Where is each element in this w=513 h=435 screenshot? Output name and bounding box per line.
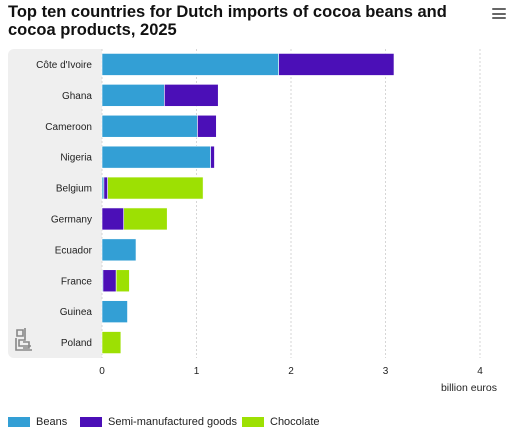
bar-chocolate[interactable] — [101, 331, 122, 354]
legend-label-beans: Beans — [36, 416, 68, 428]
category-label: Belgium — [56, 184, 92, 195]
bar-semi-manufactured-goods[interactable] — [164, 84, 219, 107]
x-tick-label: 1 — [194, 366, 200, 377]
legend-swatch-chocolate — [242, 417, 264, 427]
category-label: Cameroon — [45, 122, 92, 133]
x-tick-label: 4 — [477, 366, 483, 377]
bar-beans[interactable] — [101, 53, 280, 76]
bar-semi-manufactured-goods[interactable] — [101, 207, 125, 231]
bar-chocolate[interactable] — [107, 176, 204, 200]
category-label: Poland — [61, 338, 92, 349]
bar-semi-manufactured-goods[interactable] — [278, 53, 395, 76]
legend-label-chocolate: Chocolate — [270, 416, 320, 428]
x-tick-label: 0 — [99, 366, 105, 377]
legend-swatch-semi-manufactured-goods — [80, 417, 102, 427]
category-label: Ecuador — [55, 245, 93, 256]
bar-beans[interactable] — [101, 114, 198, 138]
cbs-logo-icon — [15, 328, 32, 351]
bar-semi-manufactured-goods[interactable] — [210, 145, 215, 169]
category-label: Guinea — [60, 307, 93, 318]
bar-beans[interactable] — [101, 238, 137, 262]
x-axis-label: billion euros — [441, 382, 497, 394]
x-tick-label: 2 — [288, 366, 294, 377]
category-band-edge — [94, 49, 102, 358]
category-label: Nigeria — [60, 153, 92, 164]
bar-chocolate[interactable] — [115, 269, 130, 293]
category-label: Ghana — [62, 91, 92, 102]
bar-semi-manufactured-goods[interactable] — [102, 269, 117, 293]
bar-beans[interactable] — [101, 84, 165, 107]
bar-chart: Côte d'Ivoire Ghana Cameroon Nigeria Belgium… — [8, 49, 497, 394]
bar-semi-manufactured-goods[interactable] — [197, 114, 217, 138]
bar-chocolate[interactable] — [123, 207, 168, 231]
legend-swatch-beans — [8, 417, 30, 427]
category-label: France — [61, 276, 93, 287]
category-band — [8, 49, 102, 358]
hamburger-menu-icon[interactable] — [492, 7, 506, 20]
legend-label-semi-manufactured-goods: Semi-manufactured goods — [108, 416, 238, 428]
bar-beans[interactable] — [101, 300, 128, 323]
bar-beans[interactable] — [101, 145, 211, 169]
category-label: Germany — [51, 214, 92, 225]
bar-semi-manufactured-goods[interactable] — [103, 176, 108, 200]
x-tick-label: 3 — [383, 366, 389, 377]
chart-title: Top ten countries for Dutch imports of c… — [8, 3, 447, 39]
category-label: Côte d'Ivoire — [36, 60, 92, 71]
